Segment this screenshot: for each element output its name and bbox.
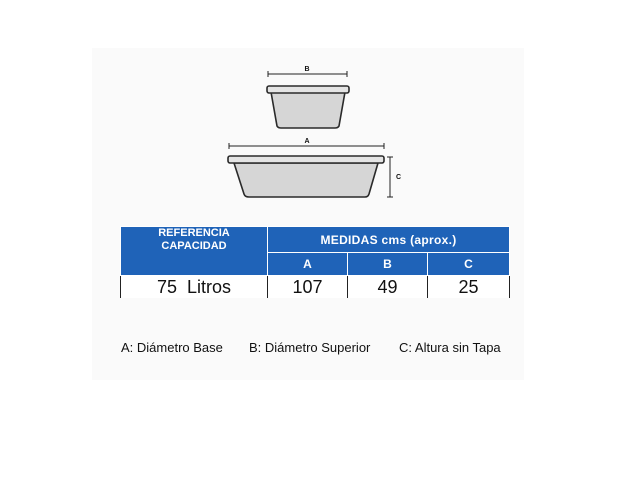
dimension-label-b: B (304, 66, 309, 73)
dimensions-table: REFERENCIA CAPACIDAD MEDIDAS cms (aprox.… (120, 226, 511, 298)
header-medidas: MEDIDAS cms (aprox.) (266, 226, 511, 253)
legend-c: C: Altura sin Tapa (399, 340, 501, 355)
small-basin (266, 85, 350, 129)
cell-b: 49 (347, 275, 428, 298)
dimension-label-c: C (396, 174, 401, 181)
large-basin (227, 155, 385, 198)
header-col-a: A (267, 252, 348, 276)
legend-b: B: Diámetro Superior (249, 340, 371, 355)
header-col-c: C (426, 252, 511, 276)
cell-capacidad: 75 Litros (120, 275, 268, 298)
cell-a: 107 (267, 275, 348, 298)
basin-dimension-diagram: B A C (227, 66, 401, 198)
header-referencia-capacidad: REFERENCIA CAPACIDAD (120, 226, 268, 276)
dimension-label-a: A (304, 138, 309, 145)
header-col-b: B (347, 252, 428, 276)
cell-c: 25 (426, 275, 511, 298)
legend-a: A: Diámetro Base (121, 340, 223, 355)
table-row: 75 Litros 107 49 25 (120, 275, 511, 298)
